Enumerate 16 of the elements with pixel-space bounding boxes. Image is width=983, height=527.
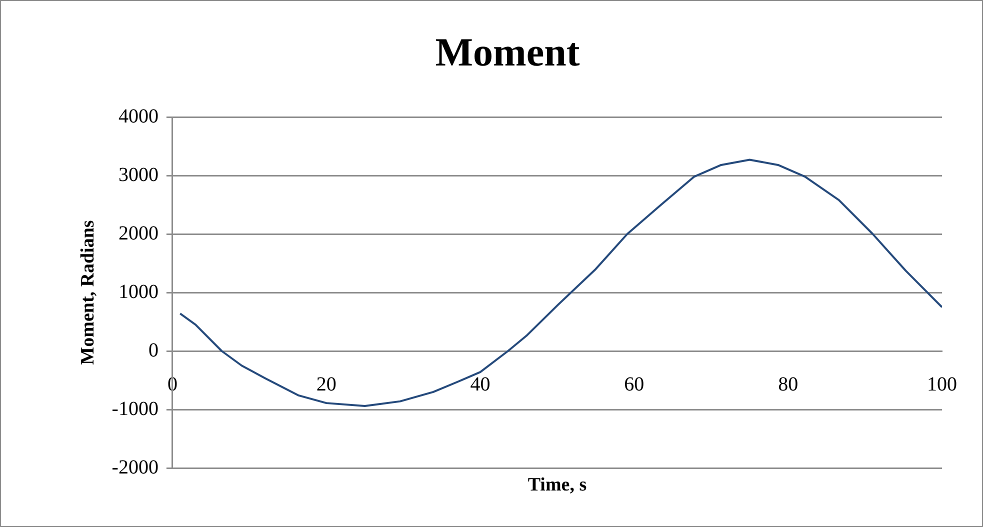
- y-tick-label: 2000: [118, 222, 158, 244]
- y-tick-label: -1000: [112, 398, 158, 420]
- x-tick-label: 20: [316, 373, 336, 396]
- x-tick-label: 0: [167, 373, 178, 396]
- x-axis-title: Time, s: [528, 474, 587, 496]
- x-tick-label: 80: [778, 373, 798, 396]
- y-tick-label: 0: [148, 339, 158, 362]
- x-tick-label: 60: [624, 373, 644, 396]
- y-tick-label: 1000: [118, 280, 158, 303]
- chart-title: Moment: [435, 29, 580, 74]
- y-tick-label: 3000: [118, 164, 158, 186]
- y-axis-title: Moment, Radians: [77, 220, 98, 365]
- x-tick-label: 40: [470, 373, 490, 396]
- y-tick-label: -2000: [112, 456, 158, 478]
- y-tick-label: 4000: [118, 105, 158, 128]
- x-tick-label: 100: [927, 373, 957, 396]
